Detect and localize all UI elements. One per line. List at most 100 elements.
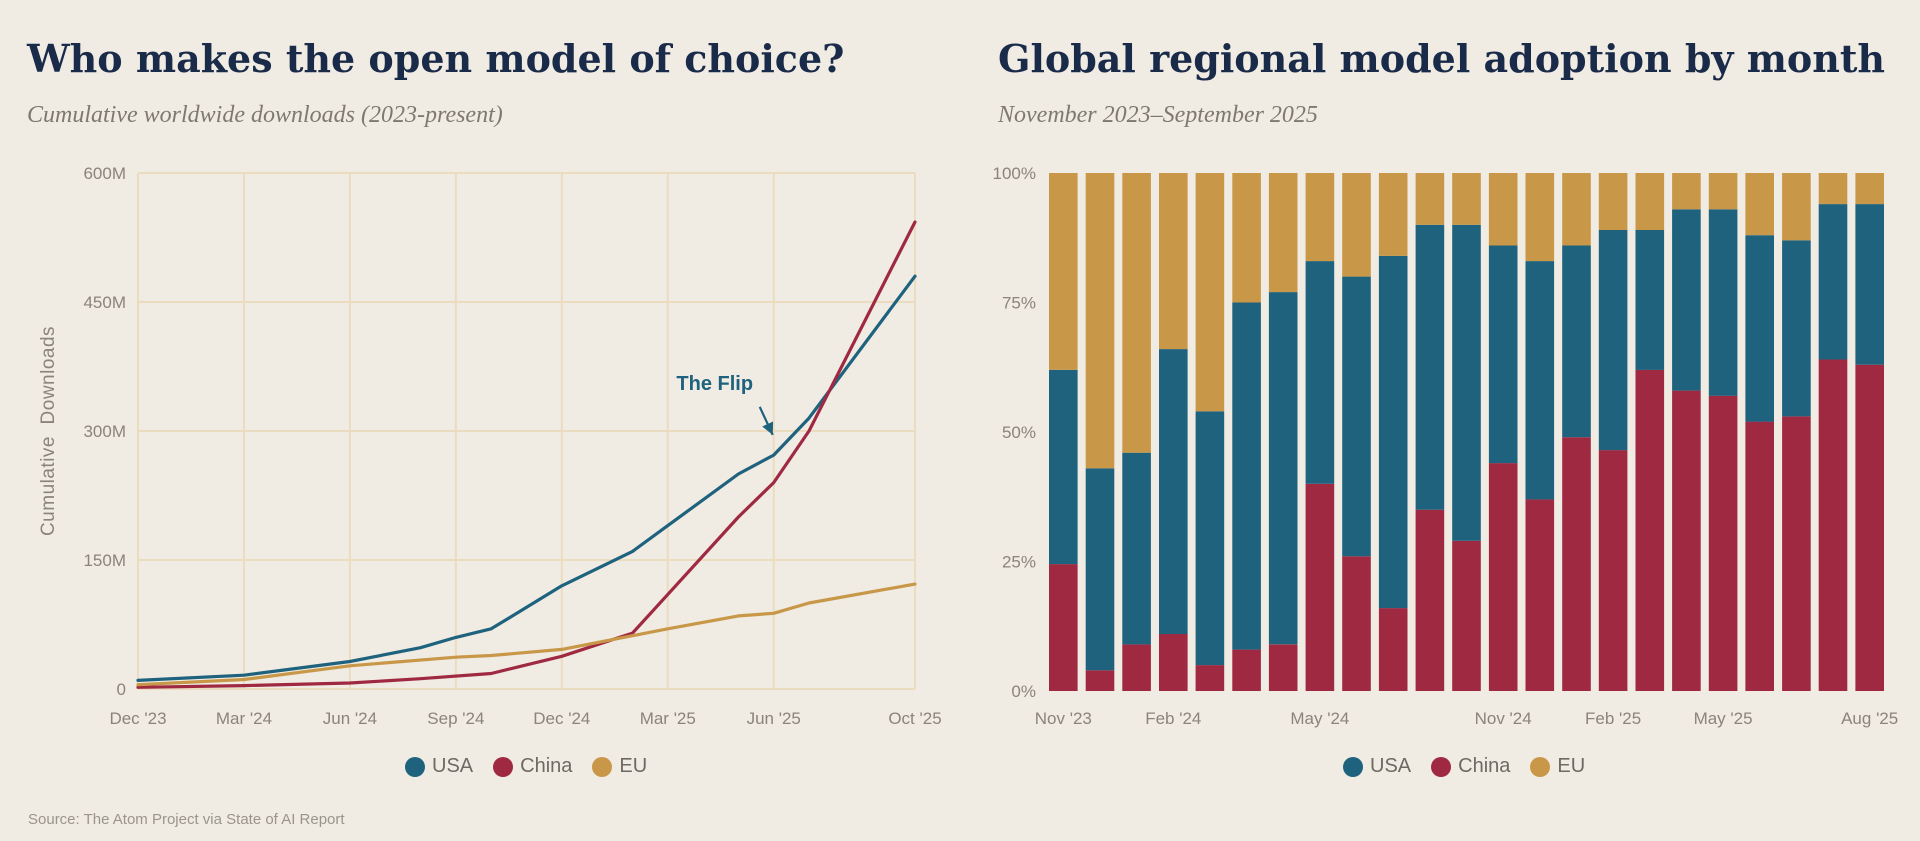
bar-segment-china: [1598, 450, 1628, 691]
bar-segment-eu: [1378, 173, 1408, 256]
bar-segment-china: [1195, 665, 1225, 691]
annotation-the-flip: The Flip: [676, 373, 753, 395]
legend-swatch-china: [493, 756, 514, 777]
bar-segment-china: [1122, 644, 1151, 691]
bar-segment-china: [1488, 463, 1518, 691]
legend-item-usa: USA: [405, 755, 473, 778]
bar-segment-usa: [1268, 292, 1298, 645]
bar-segment-eu: [1672, 173, 1701, 210]
bar-segment-usa: [1159, 349, 1188, 634]
bar-segment-usa: [1562, 245, 1591, 438]
y-tick-label: 75%: [1002, 294, 1036, 313]
series-line-eu: [136, 582, 917, 687]
legend-swatch-usa: [405, 756, 425, 777]
legend-item-usa: USA: [1343, 755, 1411, 778]
bar-segment-eu: [1452, 173, 1481, 225]
bar-segment-china: [1782, 416, 1811, 691]
legend-item-eu: EU: [592, 755, 647, 778]
legend-item-china: China: [493, 755, 572, 778]
left-chart-title: Who makes the open model of choice?: [27, 36, 845, 81]
x-tick-label: May '24: [1290, 709, 1349, 728]
bar-segment-usa: [1745, 235, 1774, 422]
x-tick-label: Jun '25: [747, 709, 801, 728]
bar-segment-usa: [1782, 240, 1811, 417]
bar-segment-eu: [1049, 173, 1078, 370]
legend-label-usa: USA: [1370, 755, 1412, 777]
x-tick-label: Feb '24: [1145, 709, 1201, 728]
bar-segment-eu: [1598, 173, 1628, 230]
x-tick-label: Aug '25: [1841, 709, 1898, 728]
x-tick-label: Feb '25: [1585, 709, 1641, 728]
legend-label-eu: EU: [1557, 755, 1586, 777]
bar-segment-usa: [1342, 276, 1371, 557]
bar-segment-usa: [1305, 261, 1335, 484]
legend-label-china: China: [520, 755, 573, 777]
bar-segment-china: [1049, 564, 1078, 691]
x-tick-label: Dec '23: [109, 709, 166, 728]
bar-segment-usa: [1122, 452, 1151, 645]
legend-label-eu: EU: [619, 755, 648, 777]
x-tick-label: Oct '25: [888, 709, 941, 728]
legend-label-usa: USA: [432, 755, 474, 777]
y-tick-label: 0: [117, 680, 126, 699]
bar-segment-eu: [1818, 173, 1848, 205]
bar-segment-usa: [1378, 255, 1408, 609]
bar-segment-usa: [1855, 204, 1884, 365]
bar-segment-china: [1415, 509, 1445, 691]
bar-segment-china: [1818, 359, 1848, 691]
left-chart-panel: Who makes the open model of choice? Cumu…: [27, 36, 942, 828]
bar-segment-eu: [1488, 173, 1518, 246]
bar-segment-china: [1672, 390, 1701, 691]
bar-segment-usa: [1415, 224, 1445, 510]
bar-segment-china: [1305, 483, 1335, 691]
legend-item-china: China: [1431, 755, 1510, 778]
y-tick-label: 300M: [83, 422, 126, 441]
cumulative-downloads-line-chart: 0 150M 300M 450M 600M Dec '23 Mar '24 Jun '24 Se…: [38, 164, 942, 728]
legend-swatch-eu: [1530, 756, 1551, 777]
bar-segment-eu: [1085, 173, 1115, 469]
legend-swatch-eu: [592, 756, 613, 777]
bar-segment-china: [1525, 499, 1555, 691]
bar-segment-china: [1708, 395, 1738, 691]
legend-item-eu: EU: [1530, 755, 1585, 778]
bar-segment-usa: [1085, 468, 1115, 671]
x-tick-label: Dec '24: [533, 709, 590, 728]
y-tick-label: 50%: [1002, 423, 1036, 442]
bar-segment-usa: [1818, 204, 1848, 360]
bar-segment-eu: [1855, 173, 1884, 205]
bar-segment-eu: [1782, 173, 1811, 241]
bar-segment-eu: [1232, 173, 1261, 303]
right-chart-panel: Global regional model adoption by month …: [960, 0, 1920, 841]
bar-segment-china: [1452, 540, 1481, 691]
bar-segment-usa: [1195, 411, 1225, 666]
y-tick-label: 450M: [83, 293, 126, 312]
x-tick-label: Mar '25: [640, 709, 696, 728]
annotation-arrow-head: [762, 421, 774, 435]
bar-segment-china: [1635, 369, 1665, 691]
right-chart-subtitle: November 2023–September 2025: [998, 102, 1318, 128]
left-chart-legend: USA China EU: [405, 755, 647, 778]
series-line-china: [136, 220, 917, 689]
bar-segment-china: [1855, 364, 1884, 691]
bar-segment-china: [1342, 556, 1371, 691]
bar-segment-china: [1562, 437, 1591, 691]
right-chart-title: Global regional model adoption by month: [998, 36, 1886, 81]
x-tick-label: Nov '24: [1475, 709, 1532, 728]
bar-segment-eu: [1305, 173, 1335, 262]
y-tick-label: 25%: [1002, 553, 1036, 572]
source-note: Source: The Atom Project via State of AI…: [28, 811, 345, 828]
bar-segment-eu: [1562, 173, 1591, 246]
legend-swatch-china: [1431, 756, 1452, 777]
bar-segment-usa: [1488, 245, 1518, 464]
bar-segment-china: [1232, 649, 1261, 691]
legend-swatch-usa: [1343, 756, 1363, 777]
bar-segment-usa: [1635, 230, 1665, 370]
left-chart-subtitle: Cumulative worldwide downloads (2023-pre…: [27, 102, 503, 128]
x-tick-label: Jun '24: [323, 709, 377, 728]
bar-segment-usa: [1525, 261, 1555, 500]
bar-segment-usa: [1672, 209, 1701, 391]
bar-segment-china: [1378, 608, 1408, 691]
bar-segment-usa: [1049, 369, 1078, 565]
regional-adoption-stacked-bar-chart: 0% 25% 50% 75% 100% Nov '23 Feb '24 May '24 Nov …: [993, 164, 1899, 728]
bar-segment-usa: [1598, 230, 1628, 451]
